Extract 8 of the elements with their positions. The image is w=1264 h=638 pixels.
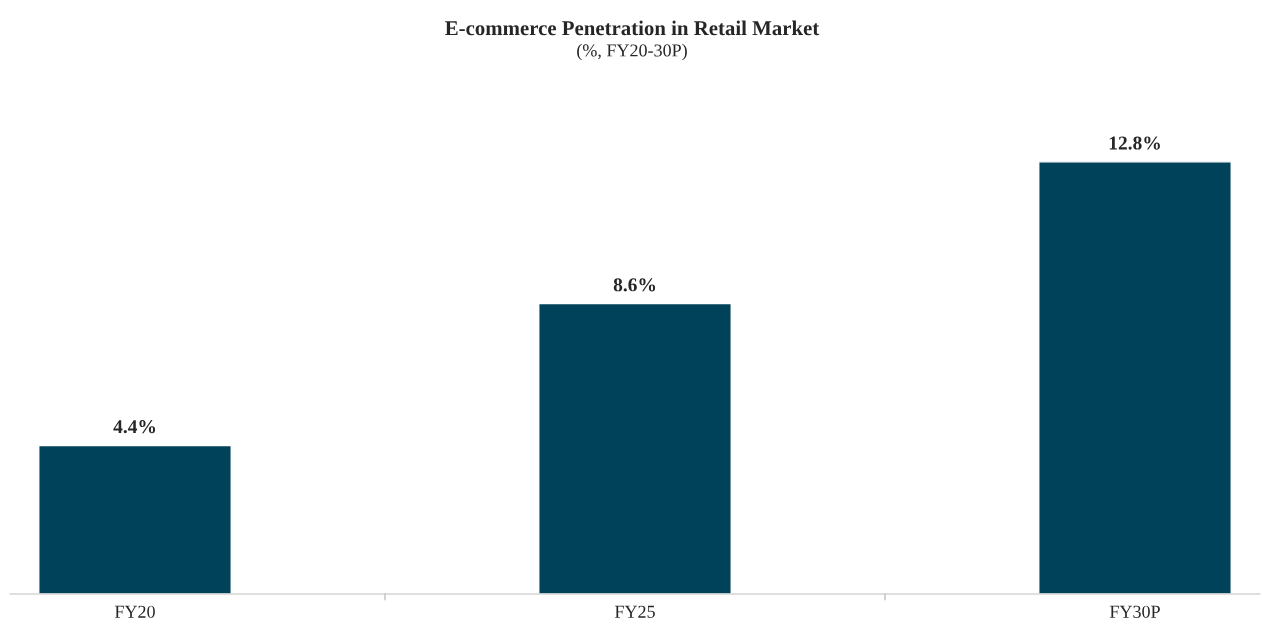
chart-title: E-commerce Penetration in Retail Market: [445, 20, 820, 36]
x-tick-label: FY20: [114, 605, 155, 618]
x-tick-label: FY25: [614, 605, 655, 618]
chart-subtitle: (%, FY20-30P): [577, 43, 687, 61]
data-label: 8.6%: [613, 278, 656, 292]
x-tick-label: FY30P: [1109, 605, 1160, 618]
data-label: 4.4%: [113, 420, 156, 434]
data-label: 12.8%: [1109, 136, 1160, 150]
